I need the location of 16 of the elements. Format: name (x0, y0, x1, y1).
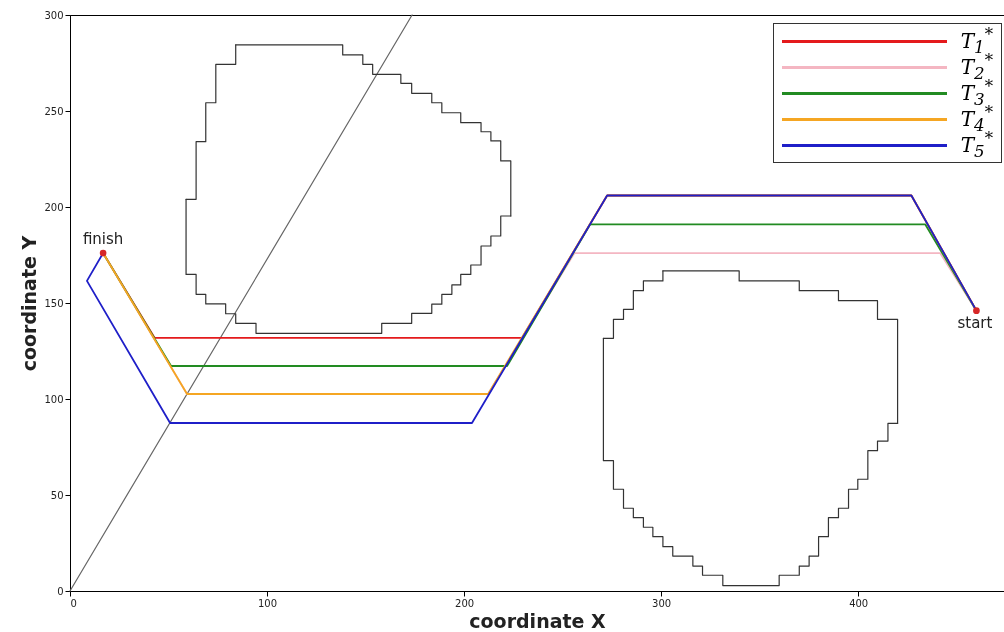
y-tick-label: 300 (44, 9, 64, 21)
y-tick-label: 150 (44, 297, 64, 309)
x-tick-label: 400 (849, 597, 869, 609)
y-tick-label: 250 (44, 105, 64, 117)
x-tick-label: 300 (652, 597, 672, 609)
y-tick-label: 200 (44, 201, 64, 213)
x-tick-label: 200 (455, 597, 475, 609)
y-tick-label: 50 (50, 489, 64, 501)
x-tick-label: 100 (258, 597, 278, 609)
annotation: start (957, 313, 993, 332)
y-axis-title: coordinate Y (18, 235, 41, 372)
y-tick-label: 0 (57, 585, 64, 597)
x-axis-title: coordinate X (469, 609, 607, 632)
annotation: finish (82, 230, 124, 249)
y-tick-label: 100 (44, 393, 64, 405)
x-tick-label: 0 (70, 597, 77, 609)
